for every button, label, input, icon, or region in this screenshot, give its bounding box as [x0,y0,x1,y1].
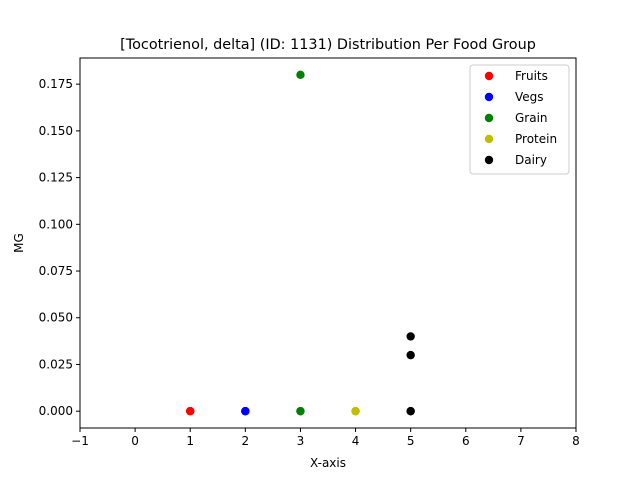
x-tick-label: 4 [352,434,360,448]
legend-label-fruits: Fruits [515,69,548,83]
data-point-grain [296,406,305,416]
y-tick-label: 0.050 [39,311,73,325]
legend: Fruits Vegs Grain Protein Dairy [469,64,570,175]
data-point-vegs [241,406,250,416]
x-tick-label: 5 [407,434,415,448]
legend-label-grain: Grain [515,111,548,125]
x-axis: −1 0 1 2 3 4 5 6 7 8 [71,428,580,448]
legend-label-dairy: Dairy [515,153,547,167]
y-tick-label: 0.150 [39,124,73,138]
data-point-dairy [406,332,415,341]
y-tick-label: 0.000 [39,404,73,418]
legend-marker-dairy [484,155,494,165]
x-tick-label: 6 [462,434,470,448]
legend-label-protein: Protein [515,132,557,146]
legend-marker-vegs [484,92,494,102]
y-tick-label: 0.075 [39,264,73,278]
y-axis-label: MG [12,233,26,253]
x-tick-label: 8 [572,434,580,448]
data-point-fruits [186,406,195,416]
plot-frame [79,57,577,429]
x-axis-label: X-axis [310,456,346,470]
chart-title: [Tocotrienol, delta] (ID: 1131) Distribu… [120,37,536,53]
data-point-dairy [406,350,415,360]
legend-frame [469,64,570,175]
x-tick-label: 0 [131,434,139,448]
y-axis: 0.000 0.025 0.050 0.075 0.100 0.125 0.150 0.175 [39,77,80,418]
data-point-protein [351,406,360,416]
data-point-grain [296,70,305,80]
x-tick-label: 7 [517,434,525,448]
x-tick-label: 2 [242,434,250,448]
points-layer [186,70,415,416]
legend-marker-grain [484,113,494,123]
legend-marker-fruits [484,71,494,81]
x-tick-label: 3 [297,434,305,448]
data-point-dairy [406,406,415,416]
x-tick-label: −1 [71,434,89,448]
y-tick-label: 0.125 [39,171,73,185]
y-tick-label: 0.175 [39,77,73,91]
legend-label-vegs: Vegs [515,90,544,104]
legend-marker-protein [484,134,494,144]
y-tick-label: 0.100 [39,217,73,231]
y-tick-label: 0.025 [39,357,73,371]
x-tick-label: 1 [186,434,194,448]
